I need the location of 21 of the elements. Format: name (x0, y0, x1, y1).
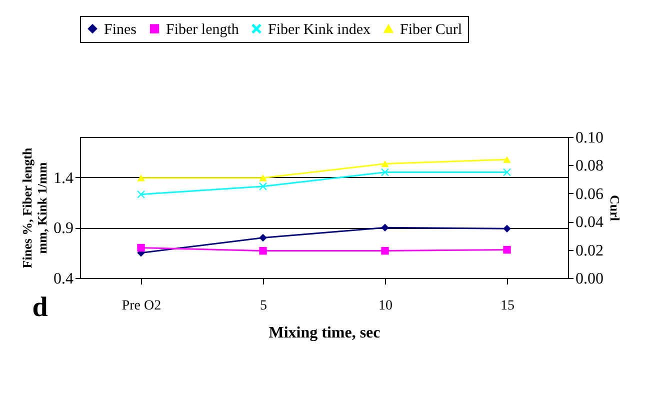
y2-axis-title: Curl (608, 195, 622, 222)
y-axis-title: Fines %, Fiber length mm, Kink 1/mm (20, 147, 50, 268)
x-tick-label: 15 (500, 298, 514, 314)
x-tick-label: Pre O2 (122, 298, 162, 314)
y2-tick-label: 0.10 (576, 130, 604, 146)
y-tick-label: 0.4 (54, 270, 74, 288)
legend-label: Fiber length (166, 22, 240, 38)
y-tick-label: 0.9 (54, 220, 74, 238)
x-axis-title: Mixing time, sec (268, 324, 380, 342)
y2-tick-label: 0.02 (576, 242, 604, 260)
y2-tick-label: 0.06 (576, 186, 604, 203)
legend-label: Fiber Curl (400, 22, 462, 38)
y2-tick-label: 0.04 (576, 214, 604, 232)
legend-label: Fiber Kink index (268, 22, 371, 38)
x-tick-label: 5 (260, 298, 267, 314)
legend-label: Fines (104, 22, 137, 38)
y2-tick-label: 0.00 (576, 270, 604, 288)
y-tick-label: 1.4 (54, 170, 74, 187)
text: d (32, 292, 48, 323)
y2-tick-label: 0.08 (576, 158, 604, 175)
x-tick-label: 10 (378, 298, 392, 314)
